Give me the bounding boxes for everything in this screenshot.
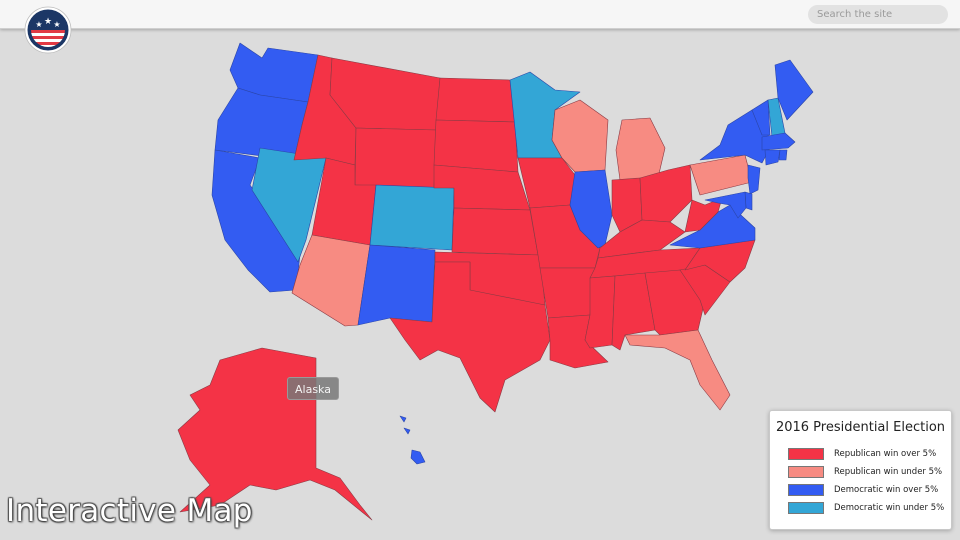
legend-label: Republican win under 5% <box>834 467 943 477</box>
map-legend: 2016 Presidential Election Republican wi… <box>769 410 952 530</box>
page-title: Interactive Map <box>6 493 253 529</box>
search-input[interactable] <box>808 5 948 24</box>
state-michigan[interactable] <box>615 117 666 181</box>
state-pennsylvania[interactable] <box>689 154 753 196</box>
svg-text:★: ★ <box>53 20 60 29</box>
state-north-dakota[interactable] <box>435 77 516 123</box>
legend-label: Democratic win under 5% <box>834 503 945 513</box>
state-alaska[interactable] <box>177 347 373 521</box>
legend-label: Democratic win over 5% <box>834 485 939 495</box>
svg-text:★: ★ <box>35 20 42 29</box>
state-texas[interactable] <box>389 261 551 413</box>
legend-swatch <box>788 502 824 514</box>
state-connecticut[interactable] <box>764 149 781 166</box>
state-colorado[interactable] <box>369 184 455 251</box>
state-hawaii[interactable] <box>399 415 426 465</box>
legend-title: 2016 Presidential Election <box>775 420 946 435</box>
state-maine[interactable] <box>774 59 814 121</box>
state-kansas[interactable] <box>451 207 539 256</box>
state-wyoming[interactable] <box>354 127 437 189</box>
top-bar <box>0 0 960 29</box>
state-california[interactable] <box>211 149 301 293</box>
legend-swatch <box>788 484 824 496</box>
state-vermont[interactable] <box>751 99 771 136</box>
legend-swatch <box>788 466 824 478</box>
svg-text:★: ★ <box>44 17 52 27</box>
state-maryland[interactable] <box>704 191 747 219</box>
state-south-dakota[interactable] <box>433 119 519 173</box>
state-tooltip: Alaska <box>287 377 339 400</box>
state-arkansas[interactable] <box>539 267 596 319</box>
state-arizona[interactable] <box>291 234 371 327</box>
state-massachusetts[interactable] <box>761 132 796 151</box>
us-election-map <box>177 42 814 521</box>
legend-swatch <box>788 448 824 460</box>
site-logo[interactable]: ★ ★ ★ <box>24 6 72 54</box>
legend-label: Republican win over 5% <box>834 449 937 459</box>
state-rhode-island[interactable] <box>778 149 788 161</box>
state-new-mexico[interactable] <box>357 244 436 326</box>
state-new-jersey[interactable] <box>747 164 761 195</box>
state-florida[interactable] <box>624 329 731 411</box>
